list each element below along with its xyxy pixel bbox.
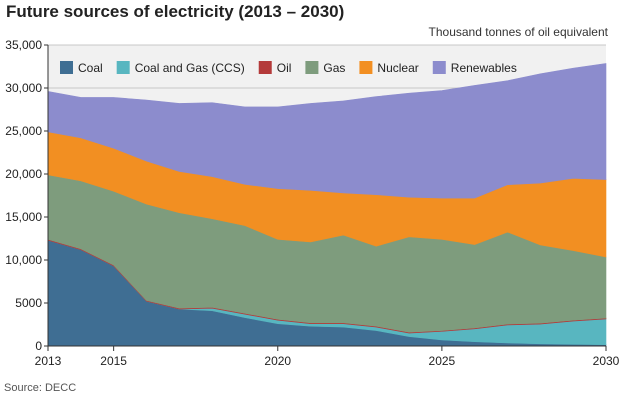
source-note: Source: DECC (4, 382, 77, 394)
y-tick-label: 30,000 (5, 81, 42, 95)
legend-swatch (359, 61, 373, 74)
x-tick-label: 2015 (100, 354, 127, 368)
y-tick-label: 5000 (15, 296, 42, 310)
legend-swatch (305, 61, 319, 74)
y-tick-label: 20,000 (5, 167, 42, 181)
y-tick-label: 15,000 (5, 210, 42, 224)
legend-swatch (258, 61, 272, 74)
legend-item-coal: Coal (60, 61, 103, 75)
legend-item-coal-and-gas-ccs: Coal and Gas (CCS) (116, 61, 245, 75)
legend-item-oil: Oil (258, 61, 292, 75)
x-tick-label: 2030 (593, 354, 620, 368)
unit-label: Thousand tonnes of oil equivalent (428, 25, 608, 39)
chart-title: Future sources of electricity (2013 – 20… (6, 2, 345, 21)
y-tick-label: 0 (35, 339, 42, 353)
legend-item-nuclear: Nuclear (359, 61, 419, 75)
legend: Coal Coal and Gas (CCS) Oil Gas Nuclear Renew… (60, 61, 517, 75)
legend-item-renewables: Renewables (432, 61, 517, 75)
y-tick-label: 25,000 (5, 124, 42, 138)
legend-item-gas: Gas (305, 61, 345, 75)
legend-label: Coal and Gas (CCS) (135, 61, 245, 75)
area-renewables (47, 63, 607, 199)
legend-label: Gas (323, 61, 345, 75)
y-tick-label: 10,000 (5, 253, 42, 267)
x-tick-label: 2013 (35, 354, 62, 368)
legend-swatch (116, 61, 130, 74)
y-tick-label: 35,000 (5, 38, 42, 52)
x-tick-label: 2025 (429, 354, 456, 368)
legend-label: Oil (277, 61, 292, 75)
legend-swatch (432, 61, 446, 74)
legend-swatch (60, 61, 73, 74)
area-series (47, 63, 607, 347)
legend-label: Coal (78, 61, 103, 75)
legend-label: Nuclear (377, 61, 418, 75)
axes: 0 5000 10,000 15,000 20,000 25,000 30,000 35,00… (5, 38, 619, 368)
legend-label: Renewables (451, 61, 517, 75)
x-tick-label: 2020 (264, 354, 291, 368)
